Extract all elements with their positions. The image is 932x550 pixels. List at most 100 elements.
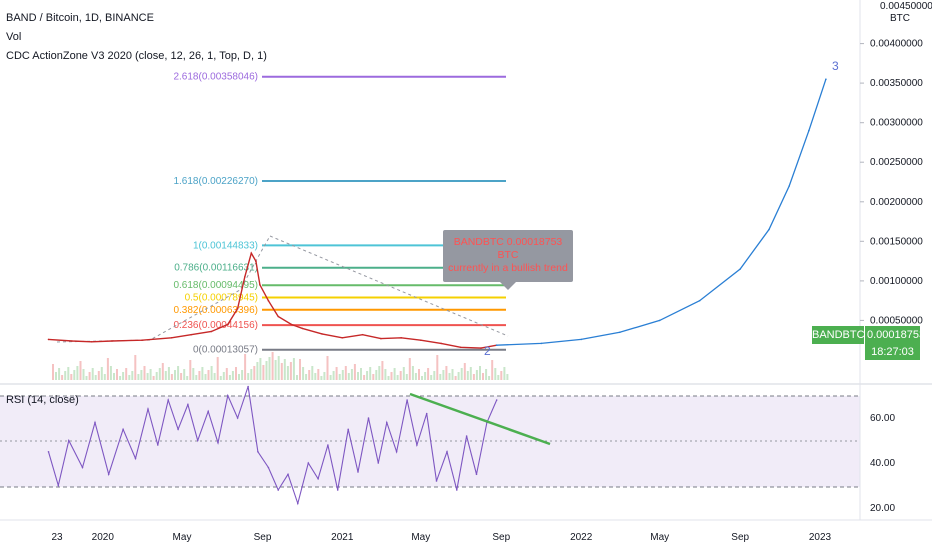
volume-bar	[472, 374, 475, 380]
rsi-point	[81, 466, 84, 469]
price-tick-label: 0.00150000	[870, 236, 923, 247]
volume-bar	[390, 372, 393, 380]
fib-levels: 2.618(0.00358046) 1.618(0.00226270) 1(0.00…	[173, 72, 506, 356]
volume-bar	[219, 376, 222, 380]
volume-bar	[134, 355, 137, 380]
price-point	[540, 342, 542, 345]
volume-bar	[119, 376, 122, 380]
rsi-point	[465, 435, 468, 437]
fib-level-label: 1(0.00144833)	[193, 240, 258, 251]
last-price-badge: BANDBTC 0.00018753 18:27:03	[812, 326, 925, 360]
price-point	[141, 339, 143, 342]
volume-bar	[274, 360, 277, 380]
rsi-tick-label: 20.00	[870, 503, 895, 514]
volume-bar	[100, 367, 103, 380]
volume-bar	[262, 365, 265, 380]
volume-bar	[381, 361, 384, 380]
volume-bar	[146, 373, 149, 380]
rsi-point	[57, 484, 60, 487]
price-point	[619, 331, 621, 334]
price-point	[301, 327, 304, 330]
volume-bar	[97, 371, 100, 380]
volume-bar	[317, 369, 320, 380]
volume-bar	[320, 376, 323, 380]
actionzone-indicator-label[interactable]: CDC ActionZone V3 2020 (close, 12, 26, 1…	[6, 50, 267, 62]
volume-bar	[399, 371, 402, 380]
rsi-point	[196, 439, 199, 442]
volume-bar	[350, 369, 353, 380]
volume-bar	[82, 369, 85, 380]
volume-bar	[466, 371, 469, 380]
wave-2-label: 2	[484, 344, 491, 358]
time-tick-label: Sep	[731, 532, 749, 543]
volume-bar	[372, 374, 375, 380]
price-point	[170, 337, 173, 339]
volume-bar	[414, 373, 417, 380]
volume-bar	[167, 367, 170, 380]
volume-bar	[250, 369, 253, 380]
rsi-point	[347, 428, 350, 431]
volume-bar	[454, 376, 457, 380]
fib-level-label: 0.786(0.00116631)	[174, 263, 258, 274]
volume-bar	[396, 375, 399, 380]
trend-callout[interactable]: BANDBTC 0.00018753 BTC currently in a bu…	[443, 230, 573, 282]
volume-bar	[408, 358, 411, 380]
fib-level-label: 2.618(0.00358046)	[173, 72, 258, 83]
price-unit-label: BTC	[890, 13, 910, 24]
rsi-point	[107, 473, 110, 476]
price-point	[321, 333, 323, 335]
volume-bar	[204, 374, 207, 380]
volume-bar	[402, 367, 405, 380]
volume-bar	[353, 364, 356, 380]
price-point	[459, 346, 462, 349]
volume-bar	[433, 371, 436, 380]
volume-bar	[228, 375, 231, 380]
volume-bar	[308, 370, 311, 380]
volume-bar	[131, 371, 134, 380]
time-tick-label: 2020	[92, 532, 115, 543]
rsi-point	[257, 451, 259, 453]
rsi-point	[495, 399, 498, 401]
time-tick-label: 2023	[809, 532, 832, 543]
price-point	[698, 299, 701, 302]
rsi-line	[47, 386, 498, 506]
rsi-point	[317, 478, 319, 480]
volume-bar	[116, 369, 118, 380]
volume-bar	[256, 362, 259, 380]
rsi-indicator-label[interactable]: RSI (14, close)	[6, 394, 79, 406]
volume-bar	[384, 369, 387, 380]
price-point	[400, 337, 403, 339]
volume-bar	[326, 356, 329, 380]
price-point	[210, 330, 213, 333]
volume-bar	[430, 375, 433, 380]
volume-bar	[106, 358, 109, 380]
rsi-point	[307, 462, 310, 464]
fib-level-label: 0(0.00013057)	[193, 345, 258, 356]
price-point	[290, 323, 293, 326]
volume-bar	[280, 363, 283, 380]
volume-bar	[332, 371, 335, 380]
rsi-point	[267, 466, 270, 469]
price-point	[768, 228, 770, 231]
volume-bar	[128, 375, 131, 380]
volume-bar	[357, 372, 359, 380]
volume-bar	[58, 368, 61, 380]
wave-3-label: 3	[832, 59, 839, 73]
volume-bar	[113, 373, 115, 380]
volume-bar	[161, 363, 164, 380]
downtrend-line	[269, 235, 509, 337]
volume-indicator-label[interactable]: Vol	[6, 31, 22, 43]
volume-bar	[225, 368, 228, 380]
volume-bar	[463, 363, 466, 380]
rsi-point	[357, 471, 359, 473]
volume-bar	[73, 370, 76, 380]
symbol-title[interactable]: BAND / Bitcoin, 1D, BINANCE	[6, 12, 154, 24]
rsi-tick-label: 40.00	[870, 458, 895, 469]
volume-bar	[375, 370, 378, 380]
volume-bar	[88, 372, 91, 380]
volume-bar	[448, 373, 451, 380]
rsi-series	[47, 385, 551, 506]
volume-bar	[311, 366, 314, 380]
